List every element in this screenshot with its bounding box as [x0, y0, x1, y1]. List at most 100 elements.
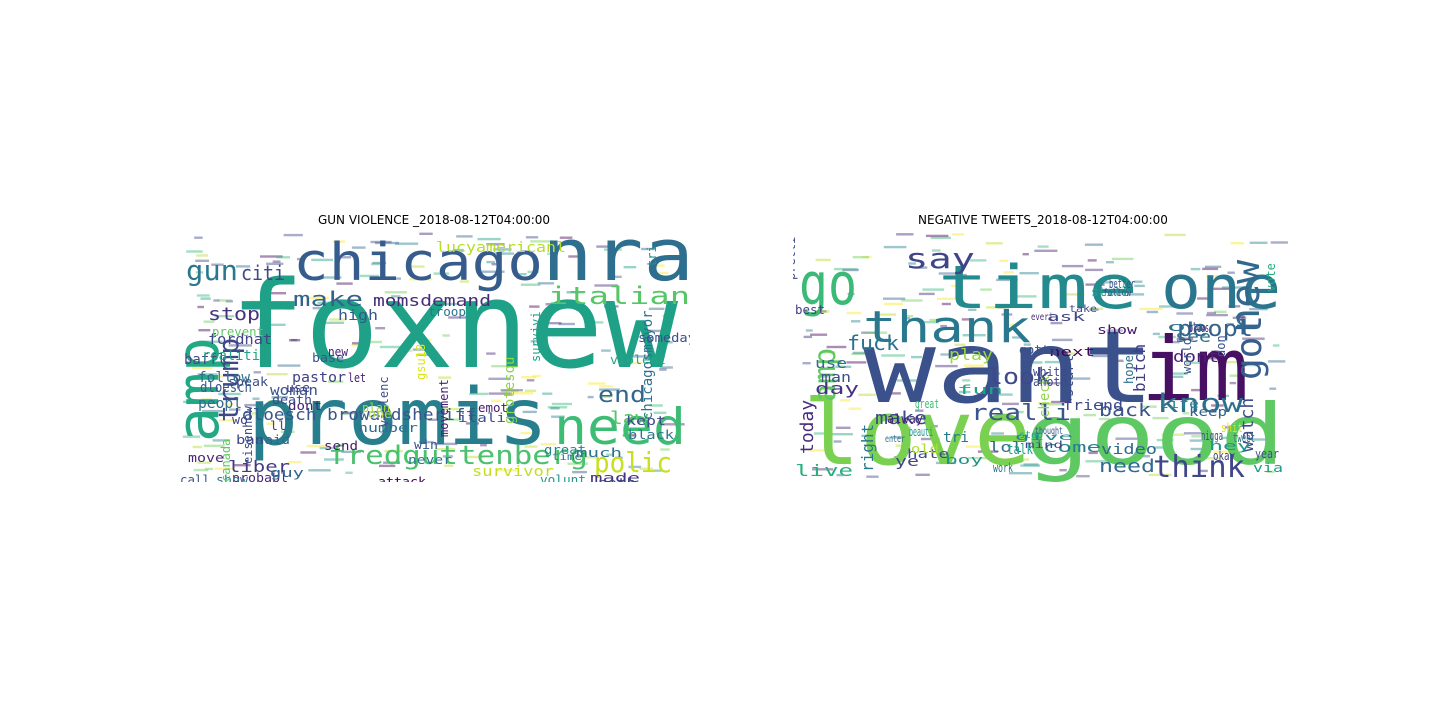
tiny-word-mark	[993, 393, 1013, 396]
cloud-word: mind	[1025, 440, 1063, 451]
tiny-word-mark	[813, 432, 831, 435]
tiny-word-mark	[276, 256, 290, 259]
tiny-word-mark	[379, 345, 401, 349]
tiny-word-mark	[202, 409, 224, 413]
tiny-word-mark	[1051, 418, 1061, 422]
tiny-word-mark	[920, 437, 940, 441]
cloud-word: send	[324, 439, 358, 453]
tiny-word-mark	[1202, 267, 1219, 271]
cloud-word: move	[188, 451, 224, 465]
tiny-word-mark	[308, 296, 329, 299]
cloud-word: nra	[542, 232, 690, 297]
tiny-word-mark	[1059, 469, 1067, 472]
tiny-word-mark	[218, 392, 241, 396]
tiny-word-mark	[603, 248, 622, 251]
tiny-word-mark	[816, 310, 827, 313]
tiny-word-mark	[448, 316, 469, 319]
tiny-word-mark	[1087, 259, 1097, 262]
cloud-word: movement	[437, 379, 451, 437]
tiny-word-mark	[891, 436, 905, 439]
tiny-word-mark	[182, 435, 201, 438]
tiny-word-mark	[519, 252, 529, 255]
cloud-word: look	[987, 365, 1051, 390]
tiny-word-mark	[407, 265, 425, 268]
tiny-word-mark	[203, 444, 225, 447]
cloud-word: volunt	[540, 473, 586, 482]
tiny-word-mark	[935, 461, 956, 465]
tiny-word-mark	[999, 259, 1008, 263]
tiny-word-mark	[268, 400, 279, 403]
tiny-word-mark	[336, 282, 353, 285]
tiny-word-mark	[810, 333, 828, 336]
cloud-word: survivi	[529, 311, 543, 362]
cloud-word: friend	[1063, 398, 1123, 414]
tiny-word-mark	[537, 282, 554, 285]
tiny-word-mark	[524, 445, 538, 448]
cloud-word: live	[795, 461, 853, 480]
tiny-word-mark	[658, 271, 669, 275]
tiny-word-mark	[878, 392, 901, 395]
cloud-word: day	[815, 379, 860, 398]
tiny-word-mark	[1161, 433, 1185, 436]
cloud-word: made	[590, 471, 640, 482]
cloud-word: back	[1099, 400, 1151, 421]
cloud-word: still	[1091, 285, 1129, 299]
cloud-word: via	[1253, 461, 1283, 475]
tiny-word-mark	[391, 295, 401, 298]
tiny-word-mark	[861, 331, 876, 334]
tiny-word-mark	[384, 291, 407, 294]
cloud-word: pastor	[292, 370, 346, 386]
tiny-word-mark	[300, 451, 317, 454]
tiny-word-mark	[412, 348, 429, 351]
tiny-word-mark	[203, 433, 213, 436]
tiny-word-mark	[835, 365, 852, 368]
tiny-word-mark	[481, 270, 505, 273]
tiny-word-mark	[941, 302, 951, 306]
tiny-word-mark	[817, 375, 829, 378]
tiny-word-mark	[197, 305, 204, 309]
tiny-word-mark	[520, 283, 541, 286]
tiny-word-mark	[604, 305, 619, 308]
tiny-word-mark	[271, 396, 288, 399]
tiny-word-mark	[199, 340, 223, 343]
tiny-word-mark	[1214, 310, 1227, 313]
tiny-word-mark	[466, 455, 485, 459]
tiny-word-mark	[459, 280, 470, 283]
tiny-word-mark	[1044, 360, 1060, 364]
tiny-word-mark	[183, 400, 197, 404]
tiny-word-mark	[1170, 372, 1188, 375]
tiny-word-mark	[198, 329, 211, 332]
tiny-word-mark	[1222, 286, 1246, 289]
tiny-word-mark	[589, 321, 604, 324]
tiny-word-mark	[559, 236, 573, 239]
cloud-word: use	[815, 356, 847, 372]
tiny-word-mark	[252, 397, 260, 400]
tiny-word-mark	[456, 235, 473, 238]
cloud-word: ll	[270, 419, 286, 433]
cloud-word: stop	[208, 304, 260, 325]
tiny-word-mark	[1176, 337, 1194, 340]
tiny-word-mark	[836, 473, 844, 477]
tiny-word-mark	[991, 432, 1004, 435]
cloud-word: probabl	[232, 471, 288, 482]
tiny-word-mark	[599, 385, 613, 388]
cloud-word: polic	[594, 446, 672, 479]
cloud-word: follow	[1103, 288, 1132, 299]
tiny-word-mark	[229, 408, 241, 411]
cloud-word: vote	[1264, 263, 1278, 292]
tiny-word-mark	[881, 354, 905, 357]
tiny-word-mark	[1249, 307, 1268, 311]
tiny-word-mark	[915, 473, 930, 476]
tiny-word-mark	[1152, 416, 1169, 420]
tiny-word-mark	[1227, 271, 1235, 274]
tiny-word-mark	[594, 284, 618, 287]
tiny-word-mark	[384, 449, 403, 453]
tiny-word-mark	[486, 243, 505, 246]
tiny-word-mark	[1221, 436, 1237, 440]
tiny-word-mark	[958, 390, 971, 394]
tiny-word-mark	[1185, 361, 1201, 364]
cloud-word: fuck	[847, 331, 899, 355]
cloud-word: watch	[1237, 398, 1258, 452]
cloud-word: realli	[971, 401, 1071, 426]
